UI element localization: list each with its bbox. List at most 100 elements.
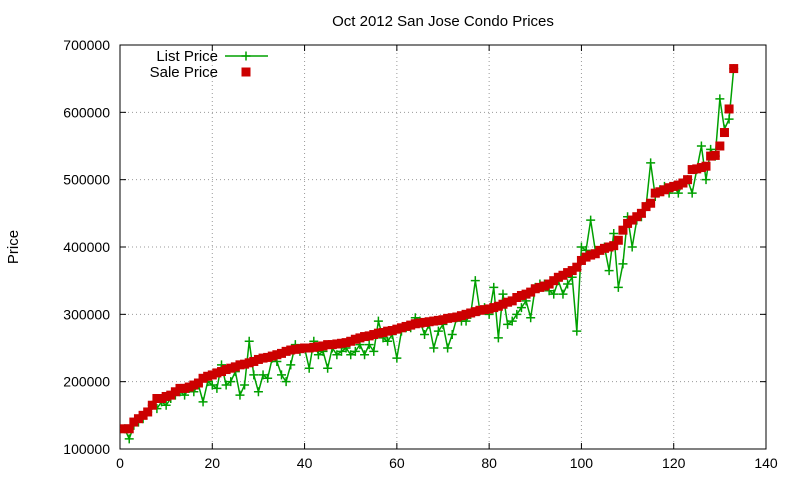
sale-price-point [383, 326, 393, 336]
sale-price-point [613, 235, 623, 245]
y-tick-label: 600000 [63, 104, 110, 120]
sale-price-point [313, 342, 323, 352]
sale-price-point [664, 183, 674, 193]
list-price-point [286, 360, 296, 370]
sale-price-point [678, 178, 688, 188]
list-price-point [549, 289, 559, 299]
sale-price-point [715, 141, 725, 151]
series-list-price [120, 64, 739, 444]
list-price-point [558, 289, 568, 299]
list-price-point [701, 175, 711, 185]
sale-price-point [659, 185, 669, 195]
sale-price-point [683, 175, 693, 185]
list-price-point [124, 434, 134, 444]
sale-price-point [193, 378, 203, 388]
sale-price-point [484, 304, 494, 314]
list-price-point [429, 343, 439, 353]
sale-price-point [290, 344, 300, 354]
list-price-point [687, 188, 697, 198]
sale-price-point [221, 365, 231, 375]
sale-price-point [277, 348, 286, 358]
list-price-point [383, 336, 393, 346]
x-tick-label: 0 [116, 455, 124, 471]
x-tick-label: 40 [297, 455, 313, 471]
sale-price-point [475, 305, 485, 315]
sale-price-point [526, 287, 536, 297]
sale-price-point [387, 325, 397, 335]
sale-price-point [129, 417, 139, 427]
list-price-point [618, 259, 628, 269]
list-price-point [212, 383, 222, 393]
list-price-point [576, 242, 586, 252]
sale-price-point [230, 362, 240, 372]
sale-price-point [166, 390, 176, 400]
sale-price-point [489, 303, 499, 313]
list-price-point [433, 326, 443, 336]
sale-price-point [493, 301, 503, 311]
sale-price-point [396, 323, 406, 333]
x-tick-label: 80 [481, 455, 497, 471]
sale-price-point [263, 352, 273, 362]
sale-price-point [655, 187, 665, 197]
sale-price-point [124, 424, 134, 434]
sale-price-point [198, 373, 208, 383]
sale-price-point [627, 215, 637, 225]
list-price-point [221, 380, 231, 390]
sale-price-point [507, 296, 517, 306]
list-price-point [673, 188, 683, 198]
list-price-point [207, 380, 217, 390]
list-price-point [360, 350, 370, 360]
list-price-point [609, 229, 619, 239]
sale-price-point [549, 276, 559, 286]
sale-price-point [604, 242, 614, 252]
list-price-point [281, 377, 291, 387]
sale-price-point [327, 340, 337, 350]
sale-price-point [706, 151, 716, 161]
list-price-point [277, 370, 286, 380]
sale-price-point [304, 343, 314, 353]
series-layer [120, 64, 739, 444]
sale-price-point [438, 315, 448, 325]
sale-price-point [558, 270, 568, 280]
legend-label-sale-price: Sale Price [150, 64, 218, 81]
sale-price-point [336, 338, 346, 348]
sale-price-point [429, 316, 439, 326]
sale-price-point [184, 382, 194, 392]
sale-price-point [618, 225, 628, 235]
sale-price-point [424, 317, 434, 327]
sale-price-point [609, 241, 619, 251]
sale-price-point [258, 353, 268, 363]
sale-price-point [586, 250, 596, 260]
sale-price-point [170, 387, 180, 397]
sale-price-point [701, 161, 711, 171]
list-price-point [336, 346, 346, 356]
list-price-point [258, 370, 268, 380]
sale-price-point [567, 266, 577, 276]
sale-price-point [636, 208, 646, 218]
sale-price-point [447, 313, 457, 323]
sale-price-point [687, 165, 697, 175]
list-price-point [249, 370, 259, 380]
sale-price-point [175, 383, 185, 393]
sale-price-point [410, 319, 420, 329]
sale-price-point [341, 338, 351, 348]
x-tick-label: 20 [204, 455, 220, 471]
x-tick-label: 140 [754, 455, 778, 471]
list-price-point [332, 350, 342, 360]
sale-price-point [461, 309, 471, 319]
list-price-point [447, 330, 457, 340]
list-price-point [507, 316, 517, 326]
list-price-point [253, 387, 263, 397]
sale-price-point [217, 367, 227, 377]
legend: List Price Sale Price [150, 48, 268, 81]
list-price-point [613, 282, 623, 292]
list-price-point [604, 266, 614, 276]
sale-price-point [646, 198, 656, 208]
sale-price-point [406, 320, 416, 330]
sale-price-point [360, 332, 370, 342]
sale-price-point [595, 245, 605, 255]
y-tick-label: 500000 [63, 172, 110, 188]
sale-price-point [392, 324, 402, 334]
sale-price-point [600, 243, 609, 253]
list-price-point [364, 340, 374, 350]
